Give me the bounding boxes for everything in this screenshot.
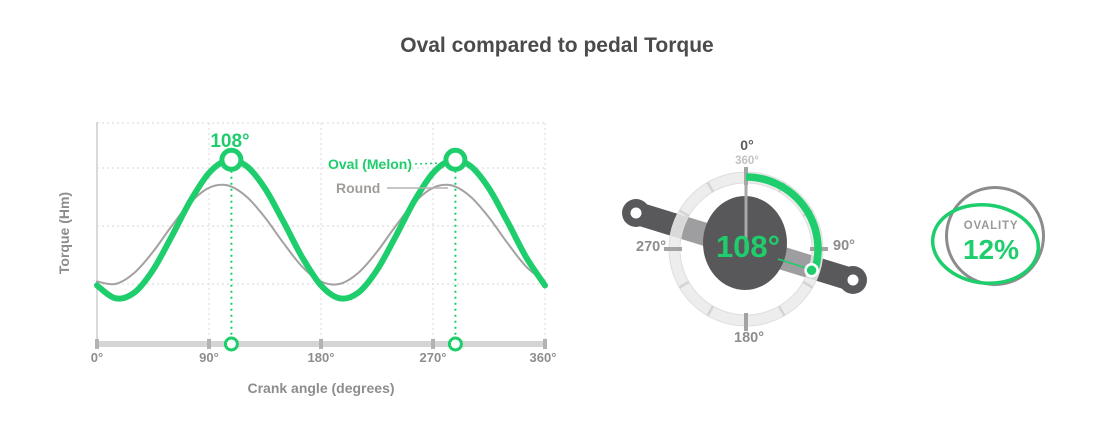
- x-tick-label: 90°: [199, 350, 219, 365]
- dial-tick: [706, 305, 715, 317]
- crank-dial: 108° 0° 360° 90° 270° 180°: [622, 137, 867, 346]
- x-tick-label: 0°: [91, 350, 103, 365]
- dial-label-180: 180°: [734, 330, 764, 346]
- dial-label-270: 270°: [636, 239, 666, 255]
- badge-oval-ellipse: [930, 203, 1041, 285]
- dial-leader-line: [777, 258, 810, 270]
- x-axis-tick: [431, 339, 435, 349]
- dial-tick: [706, 181, 715, 193]
- x-axis-tick: [543, 339, 547, 349]
- legend-round-label: Round: [336, 180, 380, 196]
- ovality-label: OVALITY: [964, 220, 1019, 232]
- dial-arc: [745, 173, 822, 273]
- axis-peak-dot: [447, 336, 463, 352]
- pedal-hole-icon: [630, 207, 642, 219]
- peak-markers: [219, 147, 468, 352]
- torque-chart: 108° Oval (Melon) Round 0° 90° 180° 270°…: [56, 122, 556, 396]
- dial-label-0: 0°: [740, 137, 753, 153]
- dial-sublabel-360: 360°: [735, 155, 759, 167]
- dial-label-90: 90°: [833, 238, 855, 254]
- x-tick-label: 180°: [308, 350, 335, 365]
- dial-arc-dot: [804, 263, 819, 278]
- page-title: Oval compared to pedal Torque: [400, 34, 714, 57]
- ovality-value: 12%: [963, 234, 1019, 265]
- dial-tick: [802, 280, 814, 289]
- y-axis-line: [96, 122, 98, 344]
- peak-marker: [443, 147, 468, 172]
- x-tick-label: 360°: [530, 350, 557, 365]
- x-axis-tick: [319, 339, 323, 349]
- oval-curve: [94, 156, 548, 302]
- axis-peak-dot: [223, 336, 239, 352]
- pedal-hole-icon: [847, 274, 859, 286]
- dial-tick: [777, 305, 786, 317]
- legend-oval-label: Oval (Melon): [328, 156, 412, 172]
- x-axis-tick: [207, 339, 211, 349]
- dial-tick: [678, 209, 690, 218]
- x-axis-tick: [95, 339, 99, 349]
- peak-annotation: 108°: [210, 131, 249, 152]
- y-axis-title: Torque (Hm): [56, 192, 72, 274]
- x-tick-label: 270°: [420, 350, 447, 365]
- dial-value: 108°: [716, 229, 780, 264]
- peak-marker: [219, 147, 244, 172]
- x-axis-title: Crank angle (degrees): [247, 380, 394, 396]
- ovality-badge: OVALITY 12%: [930, 186, 1045, 286]
- dial-tick: [678, 280, 690, 289]
